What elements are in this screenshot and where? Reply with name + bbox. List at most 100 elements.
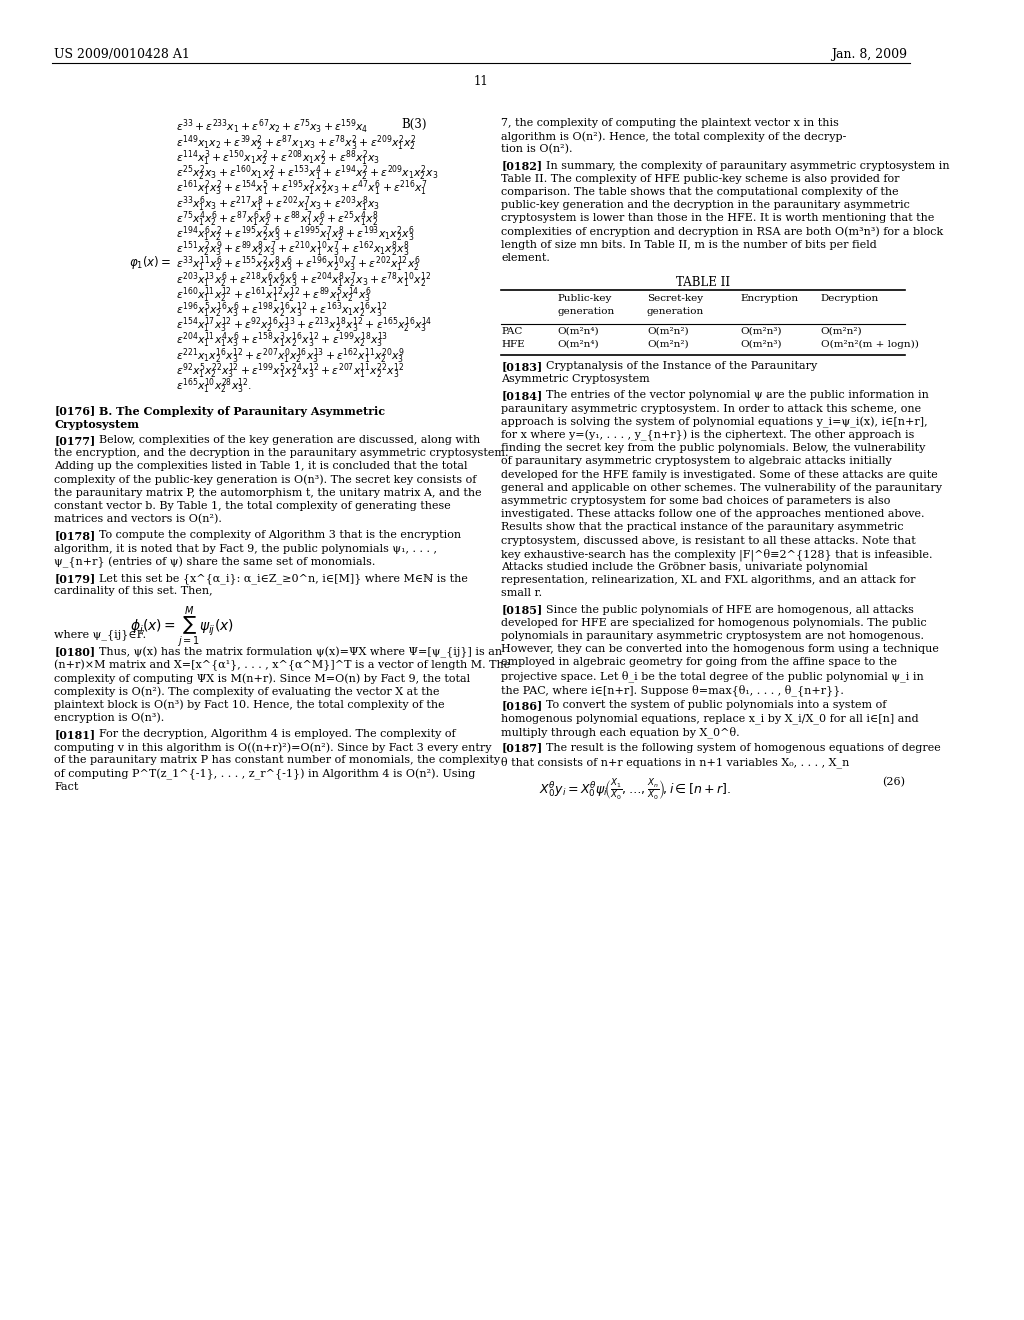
Text: $\varphi_1(x) =$: $\varphi_1(x) =$ (129, 253, 171, 271)
Text: B. The Complexity of Paraunitary Asymmetric: B. The Complexity of Paraunitary Asymmet… (98, 405, 385, 417)
Text: (n+r)×M matrix and X=[x^{α¹}, . . . , x^{α^M}]^T is a vector of length M. The: (n+r)×M matrix and X=[x^{α¹}, . . . , x^… (54, 660, 511, 671)
Text: Fact: Fact (54, 781, 79, 792)
Text: complexities of encryption and decryption in RSA are both O(m³n³) for a block: complexities of encryption and decryptio… (502, 227, 944, 238)
Text: Below, complexities of the key generation are discussed, along with: Below, complexities of the key generatio… (98, 436, 480, 445)
Text: cryptosystem is lower than those in the HFE. It is worth mentioning that the: cryptosystem is lower than those in the … (502, 214, 935, 223)
Text: Since the public polynomials of HFE are homogenous, all attacks: Since the public polynomials of HFE are … (546, 605, 913, 615)
Text: complexity of computing ΨX is M(n+r). Since M=O(n) by Fact 9, the total: complexity of computing ΨX is M(n+r). Si… (54, 673, 471, 684)
Text: $X_0^\theta y_i = X_0^\theta \psi_i\!\left(\frac{X_1}{X_0}, \ldots, \frac{X_n}{X: $X_0^\theta y_i = X_0^\theta \psi_i\!\le… (539, 777, 731, 801)
Text: Encryption: Encryption (740, 294, 799, 304)
Text: projective space. Let θ_i be the total degree of the public polynomial ψ_i in: projective space. Let θ_i be the total d… (502, 671, 924, 682)
Text: complexity is O(n²). The complexity of evaluating the vector X at the: complexity is O(n²). The complexity of e… (54, 686, 440, 697)
Text: [0185]: [0185] (502, 605, 543, 615)
Text: [0181]: [0181] (54, 729, 95, 739)
Text: O(m²n³): O(m²n³) (740, 339, 782, 348)
Text: The entries of the vector polynomial ψ are the public information in: The entries of the vector polynomial ψ a… (546, 391, 929, 400)
Text: $\varepsilon^{75}x_1^4x_2^6 + \varepsilon^{87}x_1^6x_2^6 + \varepsilon^{88}x_1^7: $\varepsilon^{75}x_1^4x_2^6 + \varepsilo… (175, 209, 379, 228)
Text: small r.: small r. (502, 589, 543, 598)
Text: $\varepsilon^{196}x_1^5x_2^{16}x_3^6 + \varepsilon^{198}x_2^{16}x_3^{12} + \vare: $\varepsilon^{196}x_1^5x_2^{16}x_3^6 + \… (175, 301, 387, 319)
Text: encryption is O(n³).: encryption is O(n³). (54, 713, 165, 723)
Text: homogenous polynomial equations, replace x_i by X_i/X_0 for all i∈[n] and: homogenous polynomial equations, replace… (502, 713, 919, 723)
Text: algorithm is O(n²). Hence, the total complexity of the decryp-: algorithm is O(n²). Hence, the total com… (502, 131, 847, 141)
Text: O(m²n²(m + logn)): O(m²n²(m + logn)) (820, 339, 919, 348)
Text: Jan. 8, 2009: Jan. 8, 2009 (831, 48, 907, 61)
Text: O(m²n⁴): O(m²n⁴) (558, 339, 599, 348)
Text: for x where y=(y₁, . . . , y_{n+r}) is the ciphertext. The other approach is: for x where y=(y₁, . . . , y_{n+r}) is t… (502, 430, 914, 441)
Text: Let this set be {x^{α_i}: α_i∈Z_≥0^n, i∈[M]} where M∈ℕ is the: Let this set be {x^{α_i}: α_i∈Z_≥0^n, i∈… (98, 573, 468, 583)
Text: B(3): B(3) (401, 117, 427, 131)
Text: [0183]: [0183] (502, 360, 543, 372)
Text: Attacks studied include the Gröbner basis, univariate polynomial: Attacks studied include the Gröbner basi… (502, 562, 868, 572)
Text: O(m²n²): O(m²n²) (820, 326, 862, 335)
Text: length of size mn bits. In Table II, m is the number of bits per field: length of size mn bits. In Table II, m i… (502, 240, 878, 249)
Text: investigated. These attacks follow one of the approaches mentioned above.: investigated. These attacks follow one o… (502, 510, 925, 519)
Text: $\varepsilon^{161}x_1^2x_3^2 + \varepsilon^{154}x_1^5 + \varepsilon^{195}x_1^2x_: $\varepsilon^{161}x_1^2x_3^2 + \varepsil… (175, 178, 427, 198)
Text: $\varepsilon^{33} + \varepsilon^{233}x_1 + \varepsilon^{67}x_2 + \varepsilon^{75: $\varepsilon^{33} + \varepsilon^{233}x_1… (175, 117, 368, 136)
Text: cryptosystem, discussed above, is resistant to all these attacks. Note that: cryptosystem, discussed above, is resist… (502, 536, 916, 545)
Text: of paraunitary asymmetric cryptosystem to algebraic attacks initially: of paraunitary asymmetric cryptosystem t… (502, 457, 892, 466)
Text: To compute the complexity of Algorithm 3 that is the encryption: To compute the complexity of Algorithm 3… (98, 531, 461, 540)
Text: For the decryption, Algorithm 4 is employed. The complexity of: For the decryption, Algorithm 4 is emplo… (98, 729, 456, 739)
Text: $\varepsilon^{114}x_1^3 + \varepsilon^{150}x_1x_2^2 + \varepsilon^{208}x_1x_2^2 : $\varepsilon^{114}x_1^3 + \varepsilon^{1… (175, 148, 380, 168)
Text: Public-key: Public-key (558, 294, 612, 304)
Text: θ that consists of n+r equations in n+1 variables X₀, . . . , X_n: θ that consists of n+r equations in n+1 … (502, 756, 850, 767)
Text: comparison. The table shows that the computational complexity of the: comparison. The table shows that the com… (502, 187, 899, 197)
Text: Cryptosystem: Cryptosystem (54, 418, 139, 430)
Text: O(m²n³): O(m²n³) (740, 326, 782, 335)
Text: O(m²n²): O(m²n²) (647, 339, 688, 348)
Text: complexity of the public-key generation is O(n³). The secret key consists of: complexity of the public-key generation … (54, 475, 477, 486)
Text: [0178]: [0178] (54, 531, 95, 541)
Text: $\varepsilon^{149}x_1x_2 + \varepsilon^{39}x_2^2 + \varepsilon^{87}x_1x_3 + \var: $\varepsilon^{149}x_1x_2 + \varepsilon^{… (175, 133, 416, 153)
Text: ψ_{n+r} (entries of ψ) share the same set of monomials.: ψ_{n+r} (entries of ψ) share the same se… (54, 557, 376, 568)
Text: $\varepsilon^{33}x_1^{11}x_2^6 + \varepsilon^{155}x_2^2x_2^8x_3^6 + \varepsilon^: $\varepsilon^{33}x_1^{11}x_2^6 + \vareps… (175, 255, 420, 275)
Text: public-key generation and the decryption in the paraunitary asymmetric: public-key generation and the decryption… (502, 201, 910, 210)
Text: Asymmetric Cryptosystem: Asymmetric Cryptosystem (502, 374, 650, 384)
Text: plaintext block is O(n³) by Fact 10. Hence, the total complexity of the: plaintext block is O(n³) by Fact 10. Hen… (54, 700, 445, 710)
Text: Table II. The complexity of HFE public-key scheme is also provided for: Table II. The complexity of HFE public-k… (502, 174, 900, 183)
Text: finding the secret key from the public polynomials. Below, the vulnerability: finding the secret key from the public p… (502, 444, 926, 453)
Text: $\varepsilon^{33}x_1^6x_3 + \varepsilon^{217}x_1^8 + \varepsilon^{202}x_1^7x_3 +: $\varepsilon^{33}x_1^6x_3 + \varepsilon^… (175, 194, 380, 214)
Text: [0186]: [0186] (502, 700, 543, 711)
Text: approach is solving the system of polynomial equations y_i=ψ_i(x), i∈[n+r],: approach is solving the system of polyno… (502, 417, 928, 428)
Text: $\varepsilon^{151}x_2^2x_3^9 + \varepsilon^{89}x_2^8x_3^7 + \varepsilon^{210}x_1: $\varepsilon^{151}x_2^2x_3^9 + \varepsil… (175, 240, 410, 259)
Text: developed for HFE are specialized for homogenous polynomials. The public: developed for HFE are specialized for ho… (502, 618, 927, 628)
Text: $\varepsilon^{92}x_1^5x_2^{22}x_3^{12} + \varepsilon^{199}x_1^5x_2^{24}x_3^{12} : $\varepsilon^{92}x_1^5x_2^{22}x_3^{12} +… (175, 362, 404, 380)
Text: generation: generation (647, 308, 705, 317)
Text: PAC: PAC (502, 326, 523, 335)
Text: $\phi_i(x) = \sum_{j=1}^{M} \psi_{ij}(x)$: $\phi_i(x) = \sum_{j=1}^{M} \psi_{ij}(x)… (130, 605, 233, 651)
Text: $\varepsilon^{154}x_1^{17}x_3^{12} + \varepsilon^{92}x_2^{16}x_3^{13} + \varepsi: $\varepsilon^{154}x_1^{17}x_3^{12} + \va… (175, 315, 432, 335)
Text: tion is O(n²).: tion is O(n²). (502, 144, 572, 154)
Text: O(m²n⁴): O(m²n⁴) (558, 326, 599, 335)
Text: element.: element. (502, 253, 550, 263)
Text: [0179]: [0179] (54, 573, 95, 583)
Text: paraunitary asymmetric cryptosystem. In order to attack this scheme, one: paraunitary asymmetric cryptosystem. In … (502, 404, 922, 413)
Text: [0184]: [0184] (502, 391, 543, 401)
Text: developed for the HFE family is investigated. Some of these attacks are quite: developed for the HFE family is investig… (502, 470, 938, 479)
Text: [0176]: [0176] (54, 405, 95, 417)
Text: cardinality of this set. Then,: cardinality of this set. Then, (54, 586, 213, 597)
Text: $\varepsilon^{165}x_1^{10}x_2^{28}x_3^{12}.$: $\varepsilon^{165}x_1^{10}x_2^{28}x_3^{1… (175, 376, 252, 396)
Text: polynomials in paraunitary asymmetric cryptosystem are not homogenous.: polynomials in paraunitary asymmetric cr… (502, 631, 925, 642)
Text: $\varepsilon^{25}x_2^2x_3 + \varepsilon^{160}x_1x_2^2 + \varepsilon^{153}x_1^4 +: $\varepsilon^{25}x_2^2x_3 + \varepsilon^… (175, 164, 438, 183)
Text: O(m²n²): O(m²n²) (647, 326, 688, 335)
Text: of computing P^T(z_1^{-1}, . . . , z_r^{-1}) in Algorithm 4 is O(n²). Using: of computing P^T(z_1^{-1}, . . . , z_r^{… (54, 768, 476, 780)
Text: $\varepsilon^{160}x_1^{11}x_2^{12} + \varepsilon^{161}x_1^{12}x_2^{12} + \vareps: $\varepsilon^{160}x_1^{11}x_2^{12} + \va… (175, 285, 371, 305)
Text: The result is the following system of homogenous equations of degree: The result is the following system of ho… (546, 743, 940, 752)
Text: Decryption: Decryption (820, 294, 879, 304)
Text: In summary, the complexity of paraunitary asymmetric cryptosystem in: In summary, the complexity of paraunitar… (546, 161, 949, 170)
Text: representation, relinearization, XL and FXL algorithms, and an attack for: representation, relinearization, XL and … (502, 576, 915, 585)
Text: Adding up the complexities listed in Table 1, it is concluded that the total: Adding up the complexities listed in Tab… (54, 462, 468, 471)
Text: the paraunitary matrix P, the automorphism t, the unitary matrix A, and the: the paraunitary matrix P, the automorphi… (54, 488, 482, 498)
Text: HFE: HFE (502, 339, 525, 348)
Text: US 2009/0010428 A1: US 2009/0010428 A1 (54, 48, 190, 61)
Text: generation: generation (558, 308, 615, 317)
Text: general and applicable on other schemes. The vulnerability of the paraunitary: general and applicable on other schemes.… (502, 483, 942, 492)
Text: $\varepsilon^{203}x_1^{13}x_2^6 + \varepsilon^{218}x_1^6x_2^6x_3^6 + \varepsilon: $\varepsilon^{203}x_1^{13}x_2^6 + \varep… (175, 271, 431, 289)
Text: Thus, ψ(x) has the matrix formulation ψ(x)=ΨX where Ψ=[ψ_{ij}] is an: Thus, ψ(x) has the matrix formulation ψ(… (98, 647, 502, 657)
Text: the PAC, where i∈[n+r]. Suppose θ=max{θ₁, . . . , θ_{n+r}}.: the PAC, where i∈[n+r]. Suppose θ=max{θ₁… (502, 684, 844, 696)
Text: of the paraunitary matrix P has constant number of monomials, the complexity: of the paraunitary matrix P has constant… (54, 755, 501, 766)
Text: the encryption, and the decryption in the paraunitary asymmetric cryptosystem.: the encryption, and the decryption in th… (54, 449, 509, 458)
Text: key exhaustive-search has the complexity |F|^θ≡2^{128} that is infeasible.: key exhaustive-search has the complexity… (502, 549, 933, 561)
Text: asymmetric cryptosystem for some bad choices of parameters is also: asymmetric cryptosystem for some bad cho… (502, 496, 891, 506)
Text: To convert the system of public polynomials into a system of: To convert the system of public polynomi… (546, 700, 886, 710)
